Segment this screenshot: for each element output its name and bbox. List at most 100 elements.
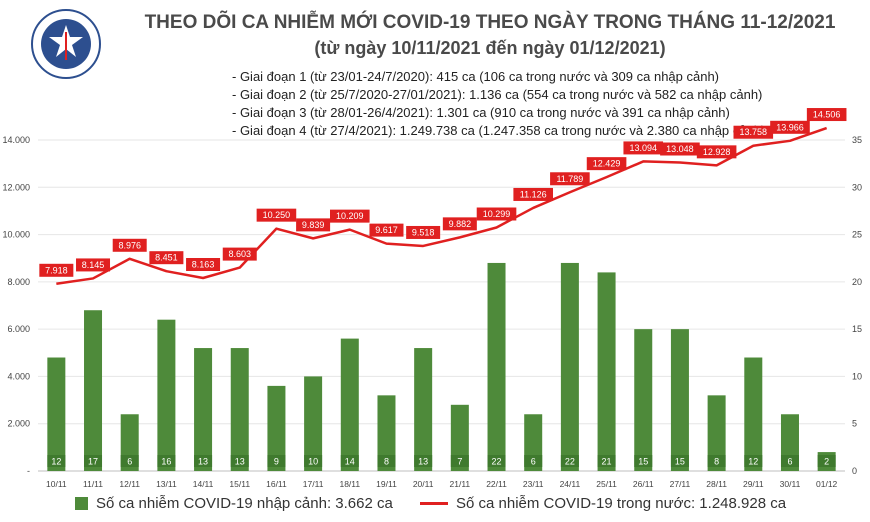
line-value-badge — [296, 218, 331, 232]
line-value-label: 13.966 — [776, 122, 804, 132]
bar-value-label: 12 — [51, 457, 61, 467]
bar-value-badge — [560, 455, 579, 467]
bar-value-badge — [707, 455, 726, 467]
bar-value-badge — [744, 455, 763, 467]
line-value-badge — [770, 120, 810, 134]
line-value-badge — [256, 208, 297, 222]
x-tick-label: 22/11 — [486, 479, 507, 489]
y-right-tick-label: 25 — [852, 230, 862, 240]
y-left-tick-label: 12.000 — [2, 182, 30, 192]
line-value-badge — [149, 251, 184, 265]
line-value-badge — [806, 108, 847, 122]
bar-value-label: 21 — [602, 457, 612, 467]
phase-3-text: - Giai đoạn 3 (từ 28/01-26/4/2021): 1.30… — [232, 105, 730, 120]
bar-value-label: 17 — [88, 457, 98, 467]
bar-value-label: 7 — [457, 457, 462, 467]
x-tick-label: 23/11 — [523, 479, 544, 489]
bar — [47, 357, 66, 471]
phase-2-text: - Giai đoạn 2 (từ 25/7/2020-27/01/2021):… — [232, 87, 763, 102]
y-left-tick-label: 4.000 — [7, 371, 30, 381]
x-tick-label: 01/12 — [816, 479, 838, 489]
line-value-label: 8.163 — [192, 260, 215, 270]
line-value-label: 10.209 — [336, 211, 364, 221]
bar — [670, 329, 689, 471]
line-value-label: 10.250 — [263, 210, 291, 220]
line-value-badge — [513, 187, 554, 201]
y-right-tick-label: 20 — [852, 277, 862, 287]
x-tick-label: 24/11 — [560, 479, 581, 489]
bar-value-badge — [524, 455, 543, 467]
bar-value-badge — [304, 455, 323, 467]
line-value-badge — [660, 142, 700, 156]
x-tick-label: 26/11 — [633, 479, 654, 489]
y-left-tick-label: 10.000 — [2, 230, 30, 240]
chart-title: THEO DÕI CA NHIỄM MỚI COVID-19 THEO NGÀY… — [144, 12, 836, 33]
bar-value-label: 22 — [492, 457, 502, 467]
y-right-tick-label: 35 — [852, 135, 862, 145]
phase-summary-list: - Giai đoạn 1 (từ 23/01-24/7/2020): 415 … — [232, 68, 765, 140]
x-tick-label: 29/11 — [743, 479, 764, 489]
line-value-badge — [550, 172, 590, 186]
x-tick-label: 28/11 — [706, 479, 727, 489]
bar-value-badge — [157, 455, 176, 467]
bar — [450, 404, 469, 471]
bar-value-badge — [450, 455, 469, 467]
line-value-badge — [406, 225, 441, 239]
x-tick-label: 19/11 — [376, 479, 397, 489]
x-tick-label: 14/11 — [193, 479, 214, 489]
x-tick-label: 13/11 — [156, 479, 177, 489]
legend-bar-swatch — [75, 497, 88, 510]
x-tick-label: 25/11 — [596, 479, 617, 489]
bar-value-badge — [780, 455, 799, 467]
legend-line-entry: Số ca nhiễm COVID-19 trong nước: 1.248.9… — [420, 495, 786, 512]
line-value-label: 13.758 — [740, 127, 768, 137]
bar-value-badge — [267, 455, 286, 467]
bar-value-label: 10 — [308, 457, 318, 467]
line-value-label: 9.839 — [302, 220, 325, 230]
line-value-label: 12.429 — [593, 159, 621, 169]
domestic-cases-line — [56, 126, 828, 286]
bar-value-label: 13 — [235, 457, 245, 467]
bar-value-label: 8 — [714, 457, 719, 467]
bar — [194, 348, 213, 471]
bar-value-label: 9 — [274, 457, 279, 467]
y-right-tick-label: 15 — [852, 324, 862, 334]
bar — [597, 272, 616, 471]
legend-line-swatch — [420, 502, 448, 505]
y-right-tick-label: 0 — [852, 466, 857, 476]
bar-value-label: 14 — [345, 457, 355, 467]
line-value-label: 14.506 — [813, 110, 841, 120]
x-tick-label: 15/11 — [229, 479, 250, 489]
x-tick-label: 10/11 — [46, 479, 67, 489]
bar-value-badge — [120, 455, 139, 467]
bar — [744, 357, 763, 471]
bar — [267, 385, 286, 471]
bar-value-label: 15 — [638, 457, 648, 467]
y-right-tick-label: 30 — [852, 182, 862, 192]
bar-value-badge — [340, 455, 359, 467]
x-tick-label: 17/11 — [303, 479, 324, 489]
bar-value-badge — [47, 455, 66, 467]
line-value-label: 9.617 — [375, 225, 398, 235]
line-value-badge — [329, 209, 370, 223]
line-value-label: 11.126 — [520, 189, 547, 199]
bar-value-label: 12 — [748, 457, 758, 467]
line-value-badge — [696, 145, 737, 159]
line-value-badge — [112, 238, 147, 252]
line-value-label: 13.048 — [666, 144, 694, 154]
bar-value-badge — [414, 455, 433, 467]
x-tick-label: 11/11 — [83, 479, 103, 489]
bar-value-label: 2 — [824, 457, 829, 467]
bar — [377, 395, 396, 471]
bar-value-badge — [817, 455, 836, 467]
x-tick-label: 20/11 — [413, 479, 434, 489]
bar — [707, 395, 726, 471]
line-value-badge — [476, 207, 517, 221]
y-left-tick-label: 6.000 — [7, 324, 30, 334]
line-value-badge — [39, 263, 74, 277]
bar-value-label: 15 — [675, 457, 685, 467]
bar-value-badge — [597, 455, 616, 467]
line-value-label: 13.094 — [629, 143, 657, 153]
line-value-badge — [76, 258, 111, 272]
